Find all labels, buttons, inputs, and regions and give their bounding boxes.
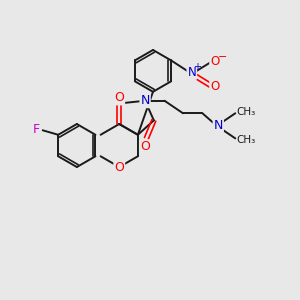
Text: O: O: [210, 55, 219, 68]
Text: N: N: [140, 94, 150, 107]
Text: +: +: [193, 62, 201, 72]
Text: −: −: [218, 52, 227, 62]
Text: N: N: [214, 119, 223, 132]
Text: N: N: [188, 66, 196, 79]
Text: O: O: [114, 160, 124, 173]
Text: F: F: [32, 123, 39, 136]
Text: O: O: [210, 80, 219, 93]
Text: CH₃: CH₃: [237, 107, 256, 117]
Text: O: O: [140, 140, 150, 153]
Text: O: O: [114, 91, 124, 103]
Text: CH₃: CH₃: [237, 135, 256, 145]
